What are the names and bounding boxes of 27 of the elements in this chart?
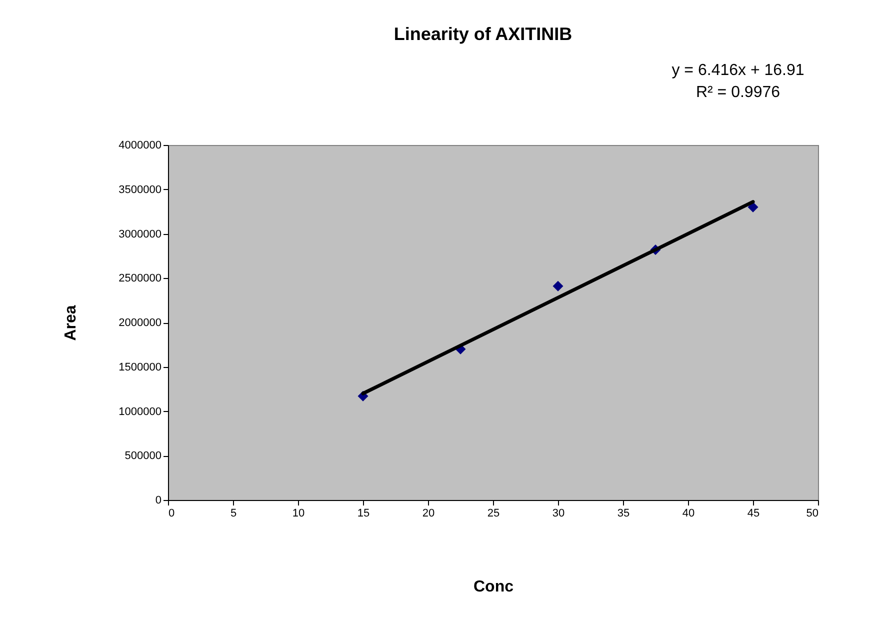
x-tick-label: 15 [357, 508, 370, 520]
x-tick-label: 25 [487, 508, 500, 520]
y-tick-label: 1000000 [118, 406, 162, 418]
x-tick-label: 0 [168, 508, 175, 520]
x-axis-title: Conc [474, 578, 514, 596]
x-tick-label: 30 [552, 508, 565, 520]
chart-title: Linearity of AXITINIB [394, 24, 572, 44]
x-tick-label: 35 [617, 508, 630, 520]
y-tick-label: 3000000 [118, 228, 162, 240]
point [552, 280, 564, 292]
x-tick-label: 50 [806, 508, 818, 520]
x-tick-label: 10 [292, 508, 305, 520]
x-tick-label: 20 [422, 508, 435, 520]
y-axis-title: Area [62, 305, 80, 341]
y-tick-label: 2500000 [118, 272, 162, 285]
y-tick-label: 3500000 [118, 184, 162, 196]
y-tick-label: 0 [155, 494, 162, 506]
y-tick-label: 2000000 [118, 317, 162, 329]
y-tick-label: 4000000 [118, 140, 162, 152]
text: R² = 0.9976 [696, 84, 780, 101]
x-tick-label: 5 [230, 508, 237, 520]
x-tick-label: 45 [747, 508, 760, 520]
point [748, 202, 758, 212]
y-tick-label: 500000 [124, 450, 162, 462]
y-tick-label: 1500000 [118, 361, 162, 374]
text: y = 6.416x + 16.91 [672, 62, 804, 79]
x-tick-label: 40 [682, 508, 695, 520]
